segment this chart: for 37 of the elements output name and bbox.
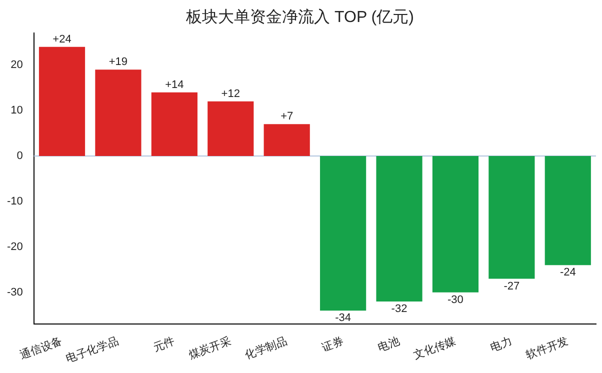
- chart-title: 板块大单资金净流入 TOP (亿元): [185, 8, 414, 26]
- bar: [320, 156, 366, 311]
- y-tick-label: -10: [6, 195, 23, 208]
- x-tick-label: 电力: [488, 334, 514, 354]
- data-label: -34: [335, 312, 352, 324]
- data-label: -32: [391, 303, 408, 316]
- bar: [544, 156, 591, 266]
- x-tick-label: 证券: [320, 334, 346, 354]
- x-tick-label: 化学制品: [243, 334, 289, 362]
- x-tick-label: 电子化学品: [64, 334, 120, 366]
- x-tick-label: 通信设备: [18, 334, 64, 362]
- x-tick-label: 软件开发: [524, 335, 570, 362]
- bar: [432, 156, 479, 292]
- bar: [488, 156, 535, 279]
- bar: [376, 156, 422, 302]
- y-tick-label: 0: [16, 150, 23, 162]
- data-label: -24: [560, 266, 576, 279]
- y-tick-label: 20: [10, 59, 23, 72]
- data-label: +14: [165, 78, 184, 91]
- x-tick-label: 电池: [376, 334, 402, 354]
- bar: [95, 70, 142, 156]
- bar: [208, 101, 254, 156]
- y-tick-label: -20: [6, 240, 23, 253]
- data-label: +12: [221, 88, 240, 100]
- bar: [264, 124, 310, 156]
- x-tick-label: 文化传媒: [412, 334, 458, 362]
- x-tick-label: 煤炭开采: [186, 334, 233, 362]
- data-label: -30: [448, 294, 464, 306]
- y-tick-label: -30: [6, 286, 23, 298]
- bar: [38, 46, 86, 156]
- data-label: +24: [52, 33, 72, 46]
- data-label: +19: [108, 56, 128, 68]
- y-tick-label: 10: [10, 104, 23, 117]
- data-label: +7: [280, 110, 294, 123]
- x-tick-label: 元件: [152, 335, 176, 354]
- data-label: -27: [504, 280, 520, 292]
- bar: [151, 92, 198, 156]
